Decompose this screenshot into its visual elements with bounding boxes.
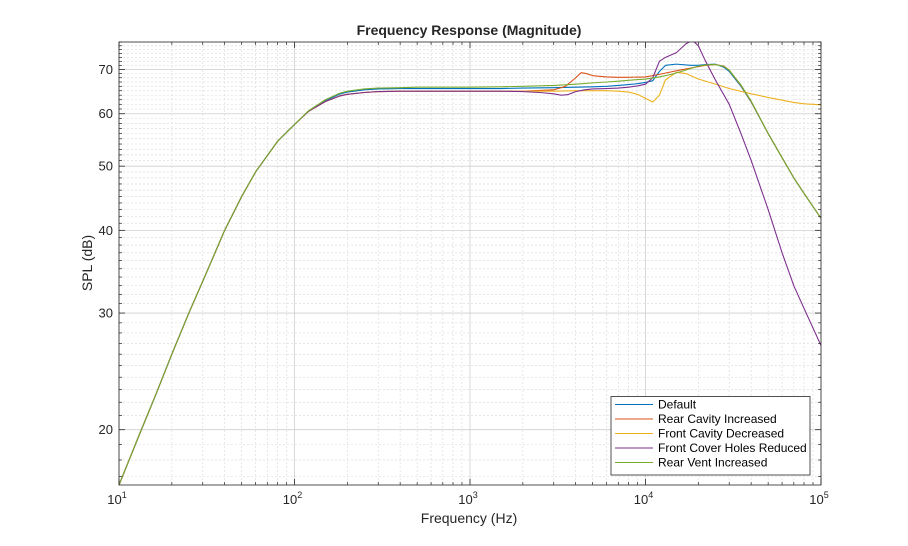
x-tick-label: 105 (809, 490, 828, 507)
y-tick-label: 60 (99, 106, 113, 121)
series-lines (119, 42, 821, 485)
x-tick-label: 104 (634, 490, 653, 507)
x-tick-label: 103 (458, 490, 477, 507)
y-tick-label: 40 (99, 223, 113, 238)
series-line-rear-vent-increased (119, 63, 821, 485)
legend-label-default: Default (658, 398, 697, 412)
axis-ticks (118, 41, 822, 485)
x-tick-labels: 101 102 103 104 105 (107, 490, 828, 507)
x-tick-label: 102 (283, 490, 302, 507)
x-tick-label: 101 (107, 490, 126, 507)
legend-label-front-cavity-decreased: Front Cavity Decreased (658, 427, 784, 441)
y-tick-label: 70 (99, 62, 113, 77)
legend-label-front-cover-holes-reduced: Front Cover Holes Reduced (658, 441, 807, 455)
legend-box (610, 396, 811, 476)
x-axis-label: Frequency (Hz) (421, 510, 517, 526)
legend-label-rear-vent-increased: Rear Vent Increased (658, 456, 767, 470)
y-tick-label: 50 (99, 159, 113, 174)
y-tick-labels: 20 30 40 50 60 70 (99, 62, 113, 437)
y-tick-label: 30 (99, 306, 113, 321)
y-axis-label: SPL (dB) (79, 235, 95, 291)
y-tick-label: 20 (99, 422, 113, 437)
legend-label-rear-cavity-increased: Rear Cavity Increased (658, 412, 777, 426)
chart-title: Frequency Response (Magnitude) (357, 22, 582, 38)
